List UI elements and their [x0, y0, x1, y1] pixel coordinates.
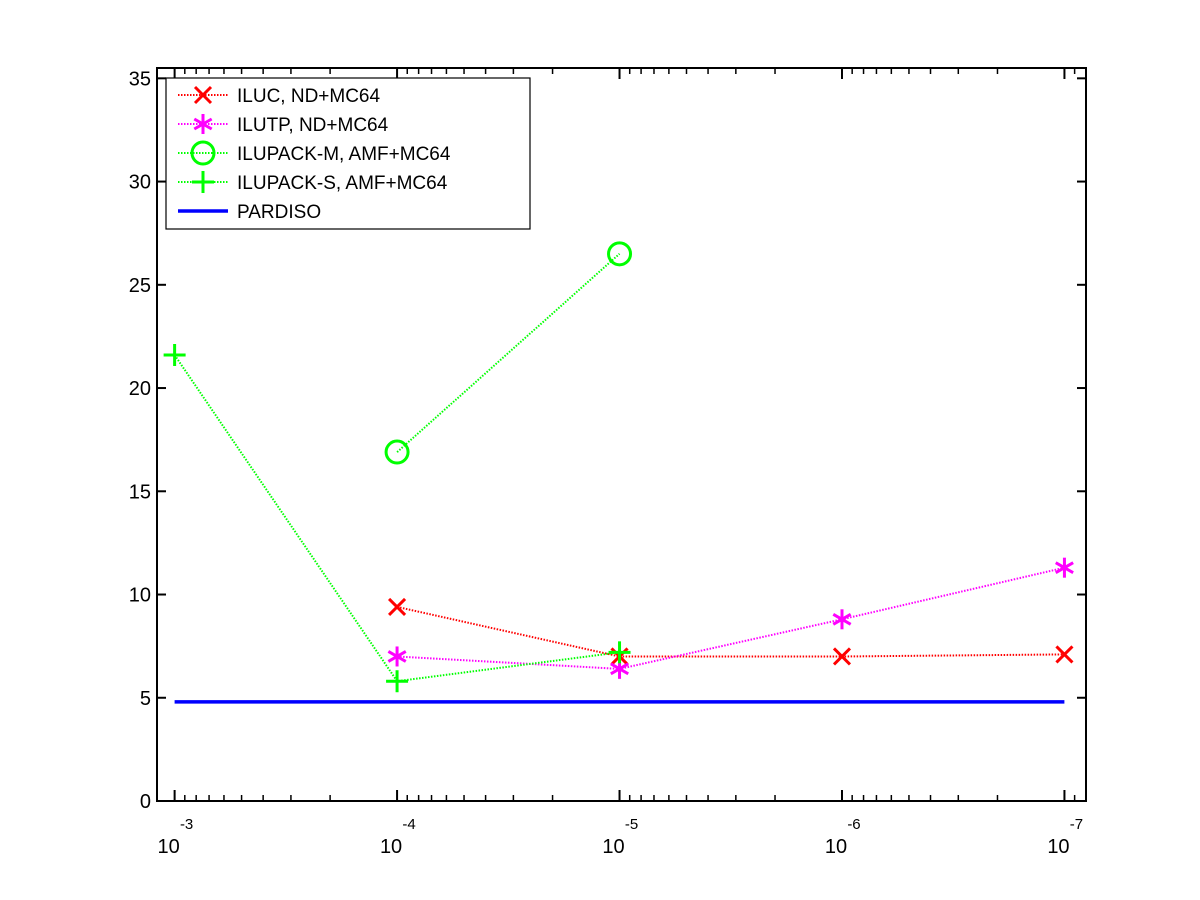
- x-tick-exponent: -4: [402, 816, 415, 833]
- x-tick-base: 10: [825, 836, 847, 858]
- asterisk-marker: [610, 662, 629, 676]
- series-layer: [163, 241, 1074, 704]
- series-line: [397, 566, 1065, 670]
- y-tick-label: 25: [129, 275, 151, 297]
- y-tick-label: 10: [129, 585, 151, 607]
- series-line: [173, 354, 620, 683]
- asterisk-marker: [1054, 561, 1074, 574]
- x-tick-base: 10: [157, 836, 179, 858]
- legend: ILUC, ND+MC64 ILUTP, ND+MC64 ILUPACK-M, AM…: [165, 77, 531, 230]
- x-marker: [193, 85, 213, 105]
- asterisk-marker: [193, 117, 213, 131]
- series: [163, 344, 631, 693]
- legend-label: ILUTP, ND+MC64: [237, 115, 389, 136]
- x-tick-exponent: -5: [625, 816, 638, 833]
- x-marker: [388, 597, 407, 616]
- x-tick-exponent: -6: [847, 816, 860, 833]
- legend-label: PARDISO: [237, 202, 321, 223]
- series: [384, 241, 633, 465]
- axis-ticks: [157, 68, 1087, 802]
- circle-marker: [607, 241, 633, 267]
- x-marker: [832, 647, 852, 666]
- circle-marker: [190, 140, 216, 166]
- x-tick-base: 10: [602, 836, 624, 858]
- asterisk-marker: [832, 612, 852, 626]
- legend-label: ILUPACK-S, AMF+MC64: [237, 173, 448, 194]
- y-tick-label: 35: [129, 68, 151, 90]
- y-tick-label: 15: [129, 481, 151, 503]
- x-marker: [1055, 645, 1074, 664]
- legend-box: [165, 77, 531, 230]
- legend-label: ILUC, ND+MC64: [237, 86, 380, 107]
- y-tick-label: 30: [129, 172, 151, 194]
- legend-label: ILUPACK-M, AMF+MC64: [237, 144, 451, 165]
- asterisk-marker: [387, 650, 407, 663]
- y-tick-label: 0: [140, 791, 151, 813]
- x-tick-exponent: -3: [180, 816, 193, 833]
- x-tick-exponent: -7: [1070, 816, 1083, 833]
- series: [388, 597, 1074, 666]
- x-tick-base: 10: [1047, 836, 1069, 858]
- y-tick-label: 5: [140, 688, 151, 710]
- x-tick-base: 10: [380, 836, 402, 858]
- y-tick-label: 20: [129, 378, 151, 400]
- circle-marker: [384, 439, 410, 465]
- series-line: [396, 605, 1065, 658]
